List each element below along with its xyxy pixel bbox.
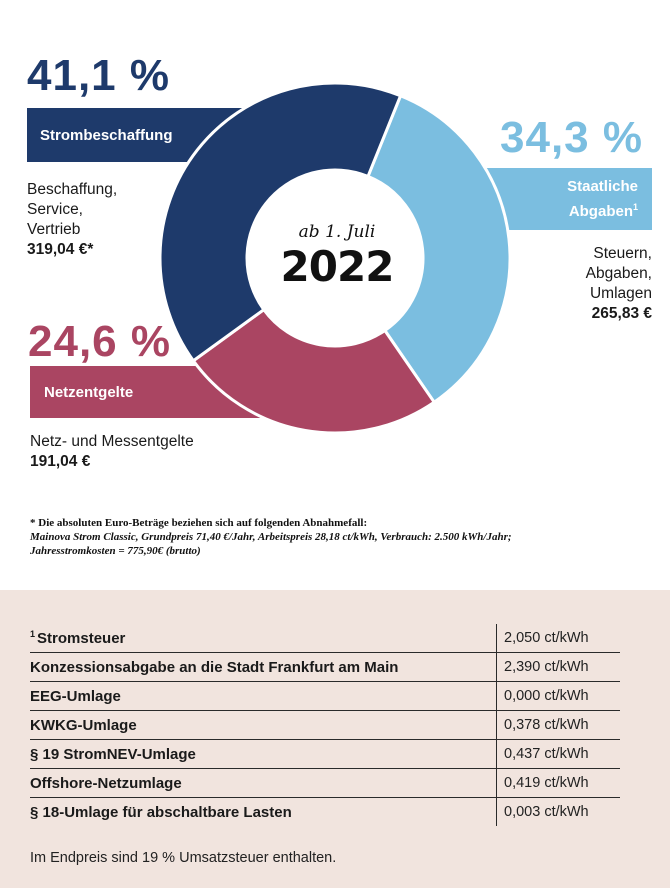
- desc-line: Steuern,: [593, 245, 652, 262]
- center-subtitle: ab 1. Juli: [298, 222, 376, 242]
- desc-line: Umlagen: [589, 285, 652, 302]
- desc-strombeschaffung: Beschaffung, Service, Vertrieb 319,04 €*: [27, 180, 117, 260]
- table-row: EEG-Umlage 0,000 ct/kWh: [30, 681, 620, 711]
- table-row: Konzessionsabgabe an die Stadt Frankfurt…: [30, 652, 620, 682]
- footnote: * Die absoluten Euro-Beträge beziehen si…: [30, 516, 650, 558]
- band-label-word-abgaben: Abgaben: [568, 202, 633, 220]
- fees-table: 1 Stromsteuer 2,050 ct/kWh Konzessionsabg…: [30, 624, 620, 826]
- amount-netzentgelte: 191,04 €: [30, 453, 91, 470]
- desc-line: Beschaffung,: [27, 181, 118, 198]
- table-row: § 19 StromNEV-Umlage 0,437 ct/kWh: [30, 739, 620, 769]
- fee-value: 0,000 ct/kWh: [496, 681, 620, 711]
- band-label-staatliche-abgaben: Staatliche Abgaben1: [567, 177, 638, 222]
- table-row: KWKG-Umlage 0,378 ct/kWh: [30, 710, 620, 740]
- fee-value: 0,419 ct/kWh: [496, 768, 620, 798]
- percent-strombeschaffung: 41,1 %: [27, 51, 170, 100]
- amount-strombeschaffung: 319,04 €*: [27, 241, 94, 258]
- amount-staatliche-abgaben: 265,83 €: [591, 305, 652, 322]
- fee-value: 2,050 ct/kWh: [496, 624, 620, 653]
- desc-line: Vertrieb: [27, 221, 81, 238]
- donut-chart: [158, 81, 512, 435]
- footnote-heading: * Die absoluten Euro-Beträge beziehen si…: [30, 517, 368, 529]
- band-label-sup: 1: [632, 201, 638, 212]
- fee-value: 0,378 ct/kWh: [496, 710, 620, 740]
- desc-line: Service,: [27, 201, 83, 218]
- percent-netzentgelte: 24,6 %: [28, 317, 171, 366]
- fee-name: KWKG-Umlage: [30, 710, 497, 740]
- fee-name: Konzessionsabgabe an die Stadt Frankfurt…: [30, 652, 497, 682]
- desc-line: Netz- und Messentgelte: [30, 433, 194, 450]
- table-row: 1 Stromsteuer 2,050 ct/kWh: [30, 624, 620, 653]
- band-label-strombeschaffung: Strombeschaffung: [40, 126, 173, 144]
- fees-panel: 1 Stromsteuer 2,050 ct/kWh Konzessionsabg…: [0, 590, 670, 888]
- fee-name: § 19 StromNEV-Umlage: [30, 739, 497, 769]
- donut-slice-strombeschaffung: [158, 81, 403, 363]
- fee-name-text: Stromsteuer: [37, 630, 126, 647]
- table-row: § 18-Umlage für abschaltbare Lasten 0,00…: [30, 797, 620, 826]
- band-label-netzentgelte: Netzentgelte: [44, 383, 134, 401]
- fee-name: 1 Stromsteuer: [30, 624, 497, 653]
- table-row: Offshore-Netzumlage 0,419 ct/kWh: [30, 768, 620, 798]
- desc-staatliche-abgaben: Steuern, Abgaben, Umlagen 265,83 €: [586, 244, 652, 324]
- fee-name: Offshore-Netzumlage: [30, 768, 497, 798]
- donut-hole: [248, 171, 422, 345]
- center-year: 2022: [280, 242, 395, 291]
- fee-name: EEG-Umlage: [30, 681, 497, 711]
- percent-staatliche-abgaben: 34,3 %: [500, 113, 643, 162]
- fee-name: § 18-Umlage für abschaltbare Lasten: [30, 803, 292, 821]
- fee-value: 2,390 ct/kWh: [496, 652, 620, 682]
- fee-value: 0,003 ct/kWh: [496, 797, 620, 826]
- donut-slice-netzentgelte: [191, 307, 437, 435]
- footnote-line: Mainova Strom Classic, Grundpreis 71,40 …: [30, 531, 512, 543]
- fee-footnote-marker: 1: [30, 629, 36, 639]
- desc-netzentgelte: Netz- und Messentgelte 191,04 €: [30, 432, 194, 472]
- desc-line: Abgaben,: [585, 265, 652, 282]
- footnote-line: Jahresstromkosten = 775,90€ (brutto): [30, 545, 201, 557]
- donut-slice-staatliche-abgaben: [366, 93, 512, 405]
- band-label-word-staatliche: Staatliche: [567, 177, 638, 195]
- fee-value: 0,437 ct/kWh: [496, 739, 620, 769]
- vat-note: Im Endpreis sind 19 % Umsatzsteuer entha…: [30, 850, 337, 866]
- chart-area: Strombeschaffung Netzentgelte Staatliche…: [27, 51, 652, 558]
